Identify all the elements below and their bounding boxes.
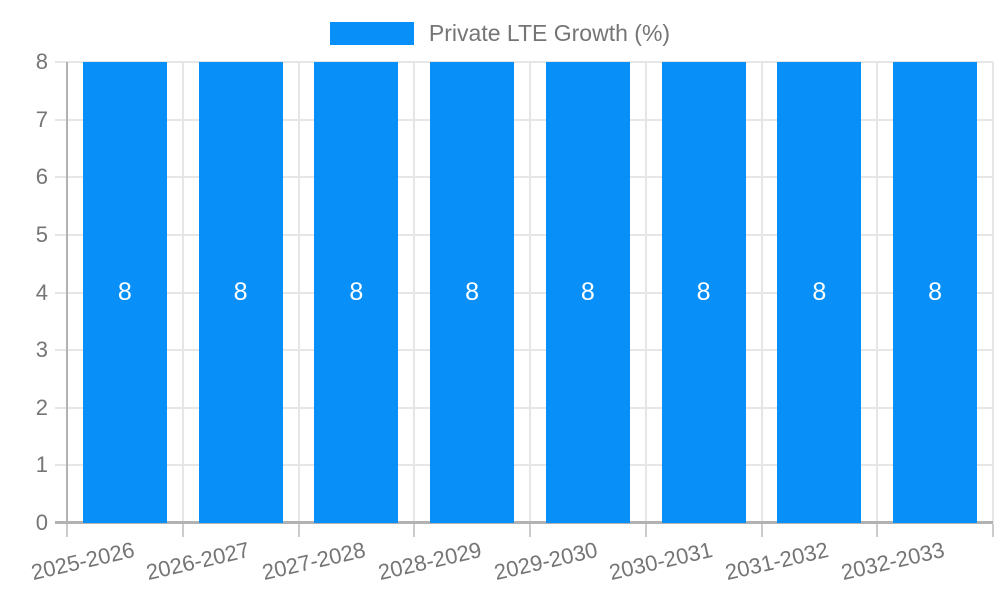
y-axis-tick-label: 4: [35, 279, 48, 305]
y-axis-tick-label: 6: [35, 164, 48, 190]
y-axis-line: [66, 62, 68, 523]
y-gridline: [55, 349, 993, 352]
x-axis-tick: [644, 524, 647, 537]
bar-value-label: 8: [812, 278, 827, 306]
bar-value-label: 8: [465, 278, 480, 306]
y-axis-tick-label: 8: [35, 49, 48, 74]
y-gridline: [55, 406, 993, 409]
bar-value-label: 8: [349, 278, 364, 306]
x-gridline: [181, 62, 184, 523]
x-axis-category-label: 2031-2032: [722, 537, 831, 586]
bar-value-label: 8: [117, 278, 132, 306]
legend-swatch: [329, 21, 414, 45]
x-gridline: [529, 62, 531, 523]
x-gridline: [760, 62, 763, 523]
x-gridline: [876, 62, 879, 523]
bar[interactable]: 8: [198, 62, 283, 523]
x-axis-tick: [876, 524, 879, 537]
bar[interactable]: 8: [661, 62, 746, 523]
bar-value-label: 8: [580, 278, 595, 306]
y-axis-tick-label: 3: [35, 337, 48, 363]
y-gridline: [55, 118, 993, 121]
x-gridline: [644, 62, 647, 523]
y-gridline: [55, 233, 993, 236]
y-gridline: [55, 464, 993, 467]
y-axis-tick-label: 1: [35, 452, 48, 478]
bar-value-label: 8: [233, 278, 248, 306]
y-gridline: [55, 291, 993, 294]
x-axis-tick: [66, 524, 68, 537]
bar[interactable]: 8: [430, 62, 515, 523]
x-axis-category-label: 2026-2027: [144, 537, 253, 586]
bar[interactable]: 8: [545, 62, 630, 523]
x-axis-tick: [413, 524, 416, 537]
bar[interactable]: 8: [314, 62, 399, 523]
x-axis-tick: [992, 524, 994, 537]
bar-value-label: 8: [928, 278, 943, 306]
x-axis-line: [55, 521, 993, 524]
x-axis-category-label: 2032-2033: [838, 537, 947, 586]
x-axis-category-label: 2027-2028: [259, 537, 368, 586]
x-axis-tick: [297, 524, 300, 537]
plot-area: 0 1 2 3 4 5 6 7 8 8 8 8 8 8 8 8 8 2025-2026 2026-2027 2027-…: [28, 51, 994, 585]
bar-value-label: 8: [696, 278, 711, 306]
bar[interactable]: 8: [82, 62, 167, 523]
y-axis-tick-label: 7: [35, 106, 48, 132]
y-gridline: [55, 61, 993, 63]
y-axis-tick-label: 5: [35, 221, 48, 247]
bar[interactable]: 8: [777, 62, 862, 523]
x-gridline: [297, 62, 300, 523]
y-axis-tick-label: 2: [35, 394, 48, 420]
x-gridline: [413, 62, 416, 523]
x-axis-category-label: 2025-2026: [28, 537, 137, 586]
x-axis-tick: [760, 524, 763, 537]
bar[interactable]: 8: [893, 62, 978, 523]
x-axis-category-label: 2029-2030: [491, 537, 600, 586]
y-axis-tick-label: 0: [35, 510, 48, 535]
x-axis-category-label: 2028-2029: [375, 537, 484, 586]
x-gridline: [992, 62, 994, 523]
x-axis-category-label: 2030-2031: [607, 537, 716, 586]
y-gridline: [55, 176, 993, 179]
x-axis-tick: [181, 524, 184, 537]
chart-legend: Private LTE Growth (%): [0, 20, 1000, 46]
legend-label: Private LTE Growth (%): [428, 19, 671, 46]
x-axis-tick: [529, 524, 531, 537]
